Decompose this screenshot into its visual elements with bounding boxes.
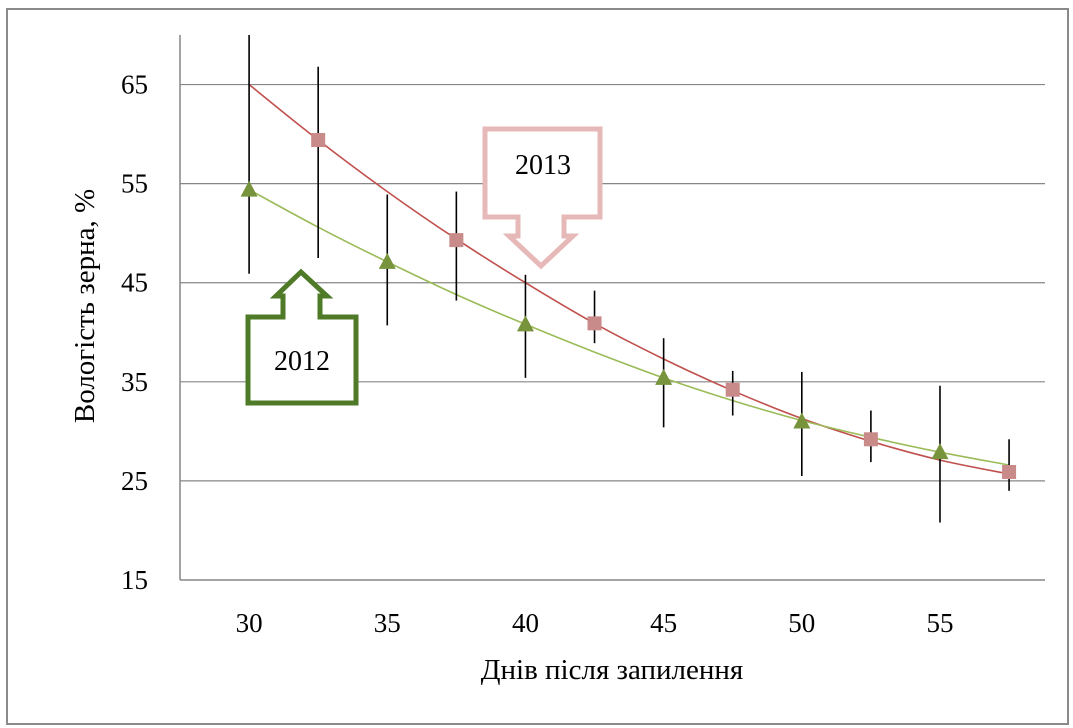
callout-2012: 2012 [245,268,359,406]
y-tick-label-25: 25 [121,466,148,496]
point-2013-47.5 [725,382,740,397]
x-tick-label-45: 45 [650,608,677,638]
axes [179,35,1045,581]
point-2012-40 [516,315,534,332]
point-2013-57.5 [1002,464,1017,479]
point-2012-45 [655,368,673,385]
point-2012-55 [931,443,949,460]
y-axis-title: Вологість зерна, % [69,189,101,423]
point-2013-32.5 [311,133,326,148]
callout-2012-label: 2012 [274,346,330,377]
callout-2012-shape [245,268,359,406]
trendlines [248,83,1010,475]
x-tick-label-50: 50 [788,608,815,638]
point-2012-30 [240,180,258,197]
y-tick-labels: 15 25 35 45 55 65 [121,70,148,595]
callout-2013-shape [482,126,603,270]
x-tick-label-40: 40 [512,608,539,638]
y-tick-label-35: 35 [121,367,148,397]
point-2013-52.5 [863,432,878,447]
x-tick-labels: 30 35 40 45 50 55 [236,608,954,638]
point-2013-42.5 [587,316,602,331]
data-markers [240,133,1017,479]
x-axis-title: Днів після запилення [481,654,744,686]
y-tick-label-15: 15 [121,565,148,595]
trendline-2012 [248,188,1010,466]
error-bars [248,35,1010,523]
callout-2013-label: 2013 [515,150,571,181]
y-tick-label-65: 65 [121,70,148,100]
y-tick-label-45: 45 [121,268,148,298]
point-2012-35 [378,252,396,269]
x-tick-label-35: 35 [374,608,401,638]
x-tick-label-55: 55 [926,608,953,638]
x-tick-label-30: 30 [236,608,263,638]
point-2012-50 [793,412,811,429]
callout-2013: 2013 [482,126,603,270]
trendline-2013 [248,83,1010,475]
point-2013-37.5 [449,233,464,248]
y-tick-label-55: 55 [121,169,148,199]
